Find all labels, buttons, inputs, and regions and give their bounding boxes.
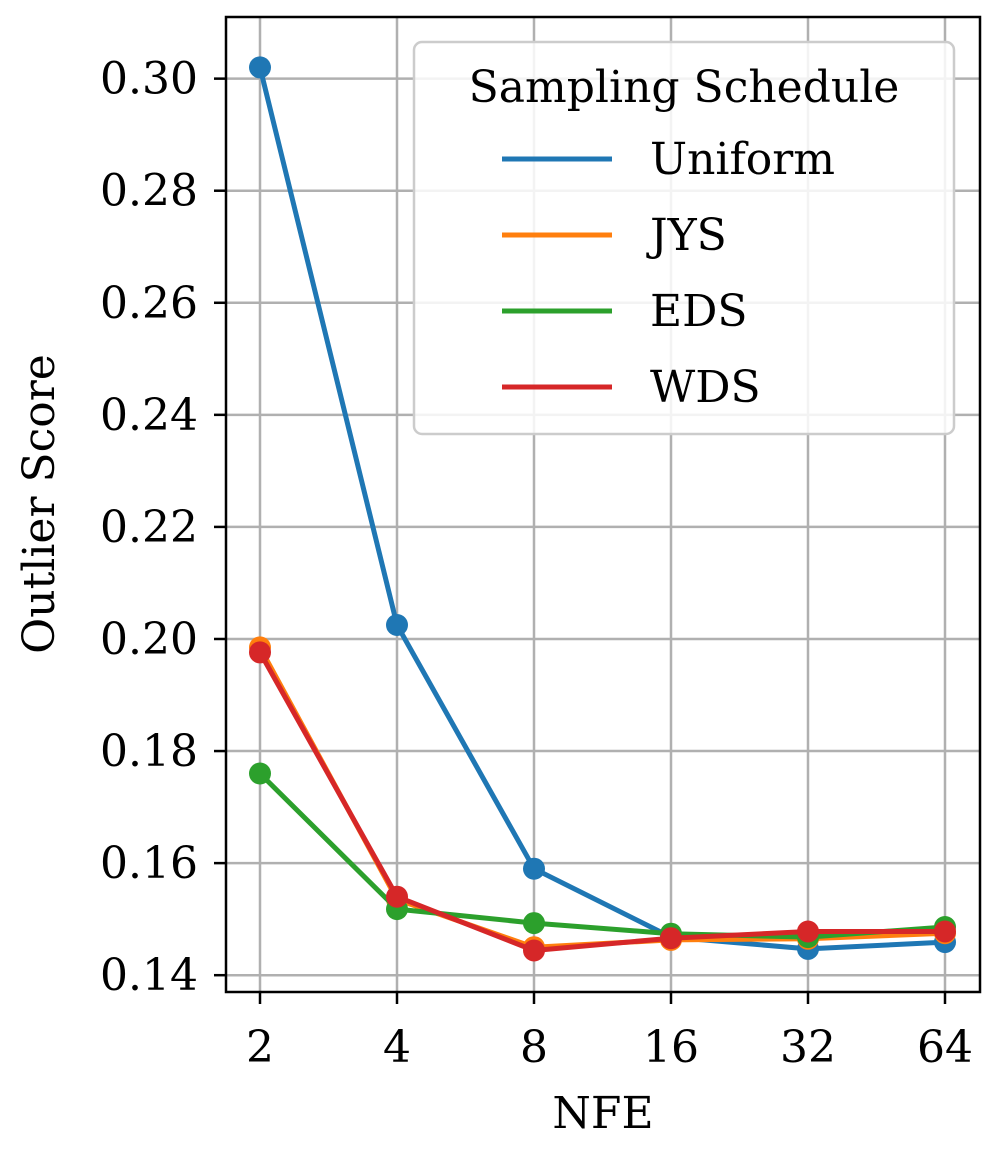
- legend: Sampling Schedule Uniform JYS EDS WDS: [412, 40, 956, 436]
- legend-entries: Uniform JYS EDS WDS: [502, 134, 835, 413]
- y-tick-label: 0.26: [100, 278, 198, 329]
- y-axis-label: Outlier Score: [14, 354, 65, 654]
- x-axis-label: NFE: [552, 1088, 653, 1139]
- series-wds: [249, 641, 956, 962]
- eds-point: [523, 912, 545, 935]
- uniform-point: [386, 614, 408, 636]
- y-tick-label: 0.30: [100, 54, 198, 105]
- uniform-line: [257, 64, 948, 952]
- uniform-point: [249, 56, 271, 79]
- y-tick-label: 0.24: [100, 390, 198, 441]
- eds-line: [257, 771, 948, 940]
- legend-label-uniform: Uniform: [650, 134, 835, 185]
- x-tick-label: 16: [643, 1022, 699, 1073]
- series-layer: [249, 56, 956, 962]
- y-tick-label: 0.14: [100, 950, 198, 1001]
- legend-label-eds: EDS: [650, 286, 748, 337]
- series-jys: [249, 636, 956, 959]
- uniform-point: [523, 857, 545, 880]
- wds-point: [934, 920, 956, 943]
- wds-point: [660, 927, 682, 950]
- wds-point: [249, 641, 271, 664]
- legend-title: Sampling Schedule: [469, 62, 900, 113]
- y-tick-label: 0.22: [100, 502, 198, 553]
- legend-label-wds: WDS: [650, 362, 761, 413]
- series-eds: [249, 762, 956, 949]
- y-tick-label: 0.28: [100, 166, 198, 217]
- wds-point: [523, 939, 545, 962]
- legend-box: [412, 40, 956, 436]
- x-axis-ticks: 2 4 8 16 32 64: [246, 992, 973, 1073]
- y-tick-label: 0.16: [100, 838, 198, 889]
- y-axis-ticks: 0.14 0.16 0.18 0.20 0.22 0.24 0.26 0.28 0.30: [100, 54, 226, 1001]
- wds-point: [797, 920, 819, 943]
- x-tick-label: 32: [780, 1022, 836, 1073]
- y-tick-label: 0.20: [100, 614, 198, 665]
- y-tick-label: 0.18: [100, 726, 198, 777]
- legend-label-jys: JYS: [646, 210, 727, 261]
- wds-line: [257, 649, 948, 953]
- x-tick-label: 8: [520, 1022, 548, 1073]
- eds-point: [249, 762, 271, 785]
- x-tick-label: 64: [917, 1022, 973, 1073]
- x-tick-label: 4: [383, 1022, 411, 1073]
- wds-point: [386, 885, 408, 908]
- plot-frame: [224, 15, 982, 994]
- x-tick-label: 2: [246, 1022, 274, 1073]
